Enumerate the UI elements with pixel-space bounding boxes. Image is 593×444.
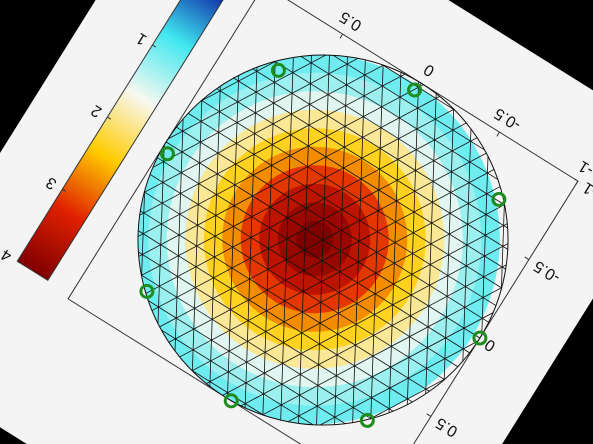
mesh-line bbox=[154, 161, 509, 351]
y-tick bbox=[573, 178, 579, 182]
x-tick bbox=[339, 33, 344, 39]
colorbar-tick bbox=[107, 116, 112, 120]
mesh-line bbox=[171, 193, 526, 382]
mesh-line bbox=[200, 57, 541, 270]
colorbar-tick bbox=[152, 44, 157, 48]
mesh-line bbox=[86, 240, 427, 444]
electrode bbox=[472, 330, 488, 346]
mesh-line bbox=[196, 241, 551, 430]
electrode bbox=[407, 82, 423, 98]
mesh-line bbox=[124, 179, 465, 393]
mesh-line bbox=[441, 44, 457, 444]
mesh-line bbox=[95, 50, 450, 239]
mesh-line bbox=[180, 209, 534, 398]
mesh-line bbox=[120, 98, 475, 287]
mesh-line bbox=[105, 210, 446, 423]
colorbar-tick bbox=[17, 260, 21, 264]
electrode bbox=[159, 146, 175, 162]
mesh-line bbox=[369, 41, 385, 442]
y-tick bbox=[475, 334, 481, 339]
mesh-line bbox=[146, 145, 500, 335]
mesh-line bbox=[225, 36, 241, 437]
mesh-line bbox=[103, 66, 458, 255]
mesh-line bbox=[297, 39, 313, 440]
mesh-line bbox=[261, 38, 277, 439]
mesh-line bbox=[87, 34, 441, 223]
y-tick bbox=[524, 256, 530, 261]
mesh-line bbox=[188, 225, 543, 414]
mesh-line bbox=[189, 35, 205, 436]
mesh-line bbox=[143, 148, 484, 362]
mesh-line bbox=[205, 257, 559, 444]
mesh-line bbox=[333, 40, 349, 441]
electrode bbox=[359, 412, 375, 428]
electrode bbox=[139, 283, 155, 299]
mesh-line bbox=[129, 113, 483, 303]
x-tick bbox=[574, 180, 579, 186]
mesh-line bbox=[405, 43, 421, 444]
electrode bbox=[223, 393, 239, 409]
x-tick bbox=[496, 131, 500, 137]
mesh-line bbox=[137, 129, 492, 319]
electrode bbox=[270, 62, 286, 78]
mesh-line bbox=[162, 118, 503, 332]
electrode bbox=[491, 191, 507, 207]
mesh-line bbox=[112, 82, 466, 271]
mesh-line bbox=[181, 87, 522, 301]
y-tick bbox=[426, 413, 432, 417]
mesh-line bbox=[163, 177, 517, 367]
colorbar-tick bbox=[62, 188, 66, 192]
